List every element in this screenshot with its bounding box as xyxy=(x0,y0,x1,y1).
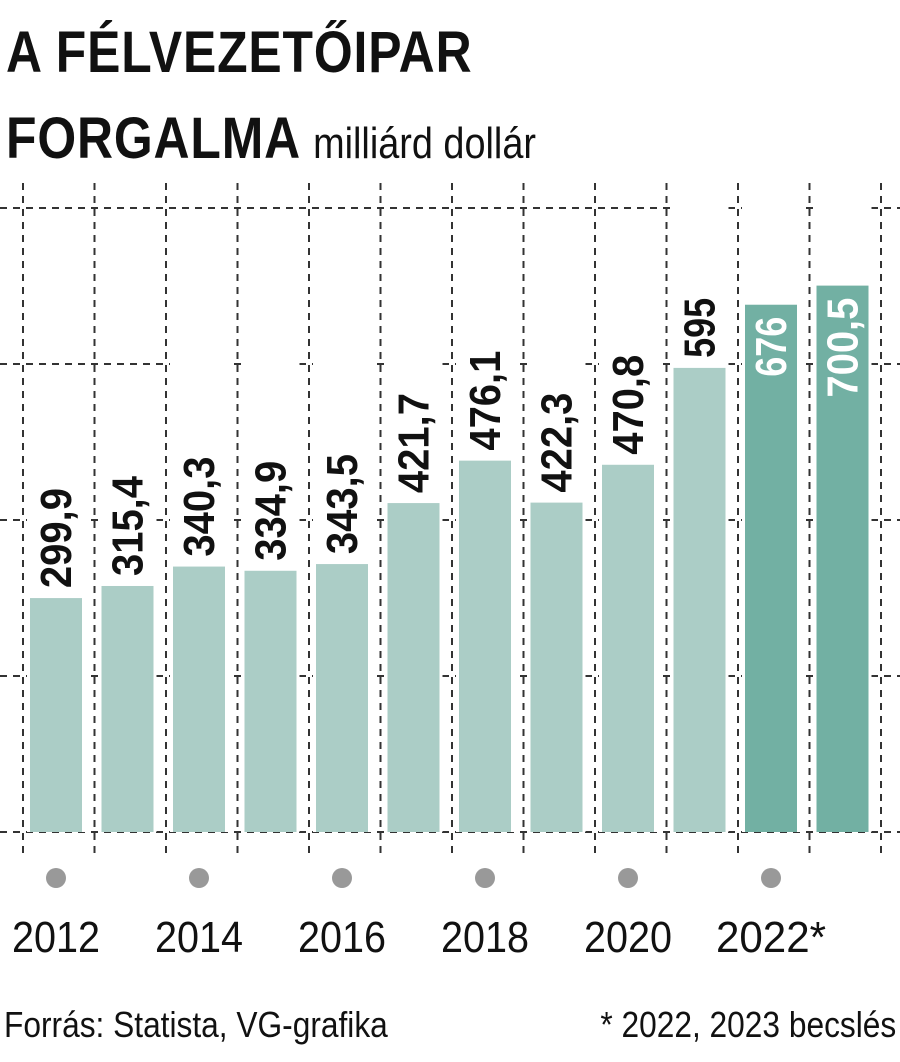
bar xyxy=(745,304,797,833)
bar xyxy=(30,598,82,832)
bar xyxy=(316,564,368,832)
value-label: 343,5 xyxy=(318,454,367,554)
bar xyxy=(602,464,654,832)
x-tick-label: 2018 xyxy=(441,913,529,962)
value-label: 315,4 xyxy=(104,476,153,576)
bar xyxy=(673,367,726,832)
footnote: * 2022, 2023 becslés xyxy=(600,1004,896,1045)
title-line-2: FORGALMA xyxy=(6,106,302,171)
x-axis-dot xyxy=(189,868,209,888)
bar xyxy=(387,503,440,832)
chart-title: A FÉLVEZETŐIPAR xyxy=(6,24,472,82)
x-axis-dot xyxy=(761,868,781,888)
source-note: Forrás: Statista, VG-grafika xyxy=(4,1004,388,1045)
x-axis-dot xyxy=(46,868,66,888)
value-label: 700,5 xyxy=(819,298,868,398)
x-tick-label: 2022* xyxy=(716,913,826,962)
value-label: 676 xyxy=(747,317,796,377)
value-label: 421,7 xyxy=(390,393,439,493)
bar xyxy=(173,566,225,832)
value-label: 470,8 xyxy=(604,355,653,455)
bar xyxy=(244,570,297,832)
value-label: 299,9 xyxy=(32,488,81,588)
x-tick-label: 2012 xyxy=(12,913,100,962)
value-label: 476,1 xyxy=(461,351,510,451)
value-label: 422,3 xyxy=(533,393,582,493)
x-axis-dot xyxy=(475,868,495,888)
title-line-1: A FÉLVEZETŐIPAR xyxy=(6,20,473,85)
bar xyxy=(101,585,154,832)
value-label: 340,3 xyxy=(175,457,224,557)
x-tick-label: 2020 xyxy=(584,913,672,962)
bar xyxy=(530,502,583,832)
x-axis-dot xyxy=(332,868,352,888)
chart-title-second-line: FORGALMA milliárd dollár xyxy=(6,110,536,168)
bar-chart: 299,9 315,4 340,3 334,9 343,5 421,7 476,1 422,3… xyxy=(0,183,900,962)
bar xyxy=(459,460,511,832)
value-label: 334,9 xyxy=(247,461,296,561)
bar xyxy=(816,285,869,832)
value-label: 595 xyxy=(676,298,725,358)
unit-label: milliárd dollár xyxy=(313,119,536,168)
x-tick-label: 2014 xyxy=(155,913,243,962)
x-axis-dot xyxy=(618,868,638,888)
x-tick-label: 2016 xyxy=(298,913,386,962)
